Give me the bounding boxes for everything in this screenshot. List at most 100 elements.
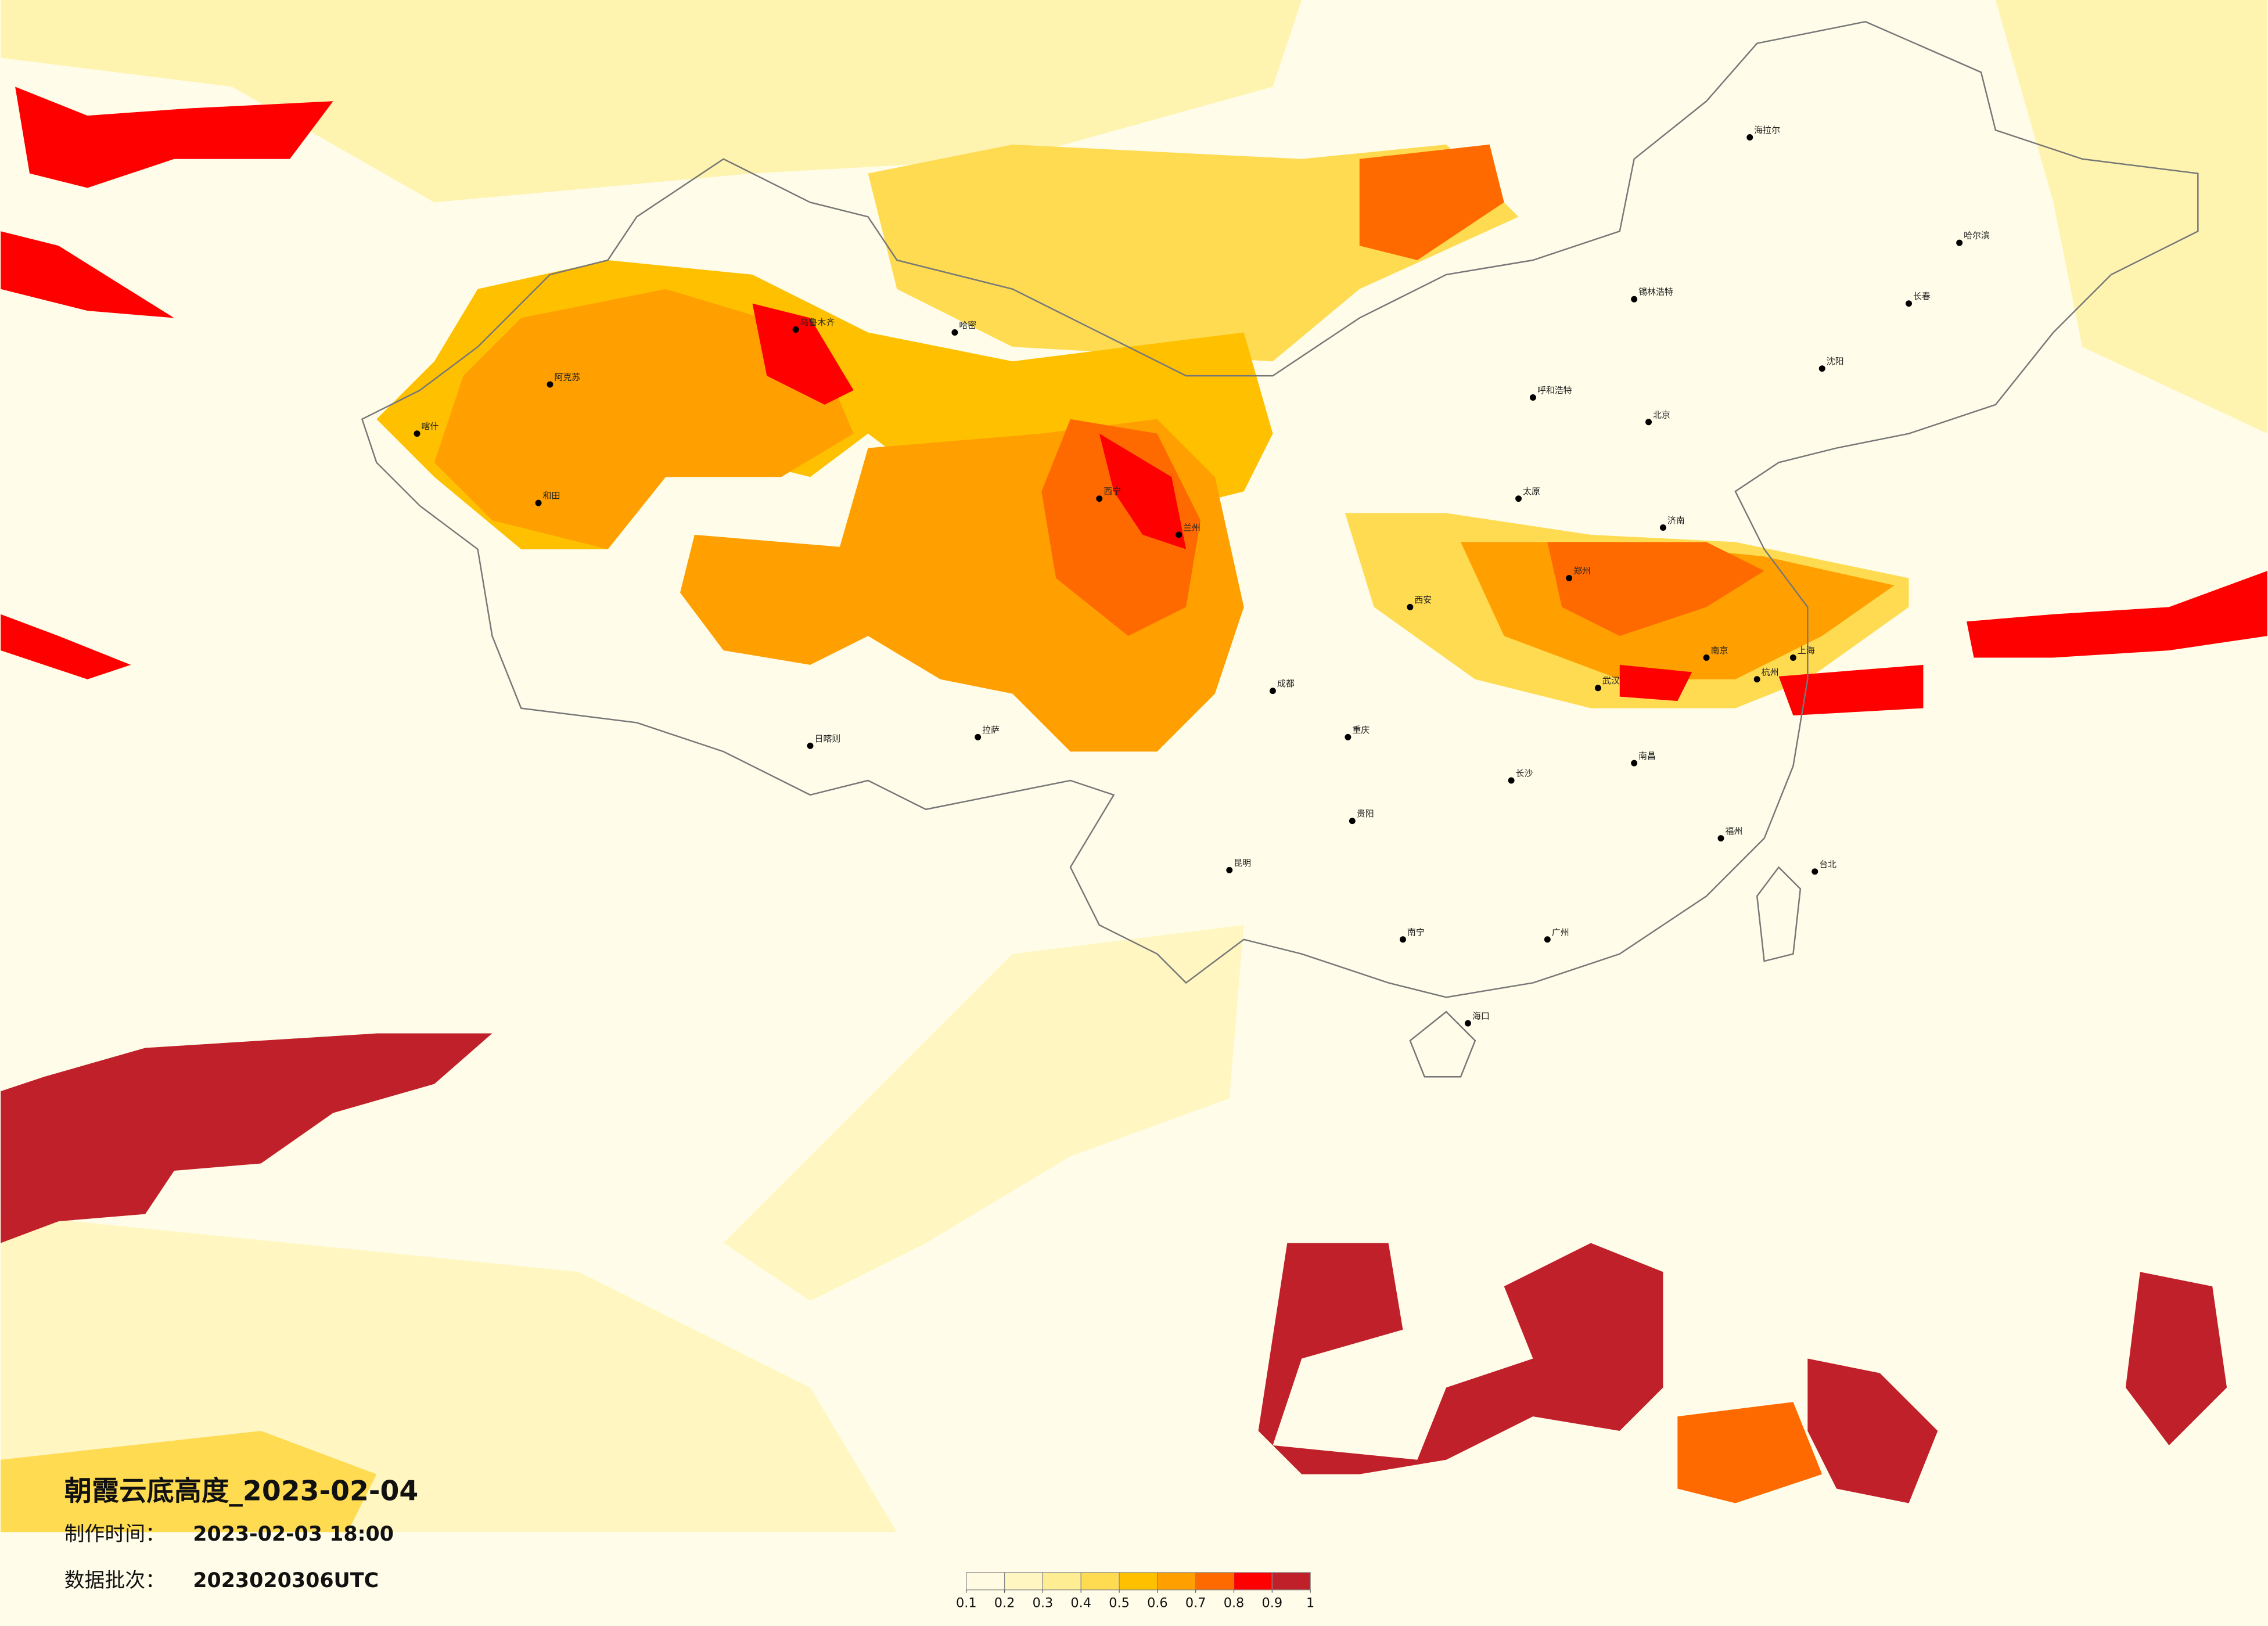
city-label: 日喀则 bbox=[814, 733, 840, 744]
cloud-patch bbox=[1258, 1243, 1663, 1474]
city-label: 济南 bbox=[1667, 515, 1685, 526]
city-dot bbox=[547, 381, 553, 388]
colorbar-swatch bbox=[1119, 1572, 1158, 1591]
colorbar-tick-label: 0.4 bbox=[1070, 1596, 1091, 1611]
city-dot bbox=[1096, 495, 1103, 502]
city-dot bbox=[1407, 603, 1414, 610]
colorbar-tick-label: 0.1 bbox=[956, 1596, 977, 1611]
colorbar-tick-label: 1 bbox=[1306, 1596, 1314, 1611]
cloud-patch bbox=[1, 231, 174, 318]
legend: 0.1 0.2 0.3 0.4 0.5 0.6 0.7 0.8 0.9 1 bbox=[956, 1572, 1314, 1611]
cloud-patch bbox=[868, 144, 1519, 362]
cloud-patch bbox=[2125, 1272, 2227, 1445]
cloud-patch bbox=[723, 924, 1244, 1301]
city-label: 沈阳 bbox=[1827, 356, 1844, 366]
city-label: 太原 bbox=[1523, 486, 1540, 497]
cloud-patch bbox=[1619, 664, 1692, 702]
city-label: 拉萨 bbox=[982, 725, 1000, 735]
city-dot bbox=[1956, 239, 1963, 246]
city-dot bbox=[1515, 495, 1522, 502]
production-label: 制作时间： bbox=[64, 1523, 166, 1546]
city-dot bbox=[1631, 296, 1638, 303]
city-dot bbox=[807, 742, 814, 749]
cloud-patch bbox=[1995, 0, 2267, 434]
colorbar-swatch bbox=[1157, 1572, 1196, 1591]
city-label: 阿克苏 bbox=[554, 372, 580, 383]
city-label: 西宁 bbox=[1104, 486, 1121, 497]
city-label: 海口 bbox=[1472, 1011, 1490, 1021]
batch-label: 数据批次： bbox=[64, 1569, 166, 1592]
city-dot bbox=[414, 430, 420, 437]
city-label: 南昌 bbox=[1638, 751, 1656, 761]
colorbar-tick-label: 0.6 bbox=[1147, 1596, 1168, 1611]
city-label: 锡林浩特 bbox=[1638, 287, 1673, 297]
colorbar-swatch bbox=[1004, 1572, 1044, 1591]
city-dot bbox=[1529, 394, 1536, 401]
city-label: 上海 bbox=[1798, 645, 1815, 656]
city-label: 乌鲁木齐 bbox=[800, 317, 835, 328]
colorbar-tick-label: 0.9 bbox=[1262, 1596, 1283, 1611]
city-label: 郑州 bbox=[1573, 566, 1591, 576]
city-dot bbox=[535, 499, 542, 506]
colorbar-tick-label: 0.8 bbox=[1224, 1596, 1245, 1611]
city-dot bbox=[792, 326, 799, 333]
city-dot bbox=[1659, 524, 1666, 531]
city-dot bbox=[1703, 654, 1710, 661]
city-dot bbox=[1818, 365, 1825, 372]
city-label: 重庆 bbox=[1352, 725, 1370, 735]
city-dot bbox=[1345, 733, 1352, 740]
city-label: 贵阳 bbox=[1357, 808, 1374, 819]
cloud-patch bbox=[1, 1033, 493, 1243]
colorbar-tick-label: 0.5 bbox=[1109, 1596, 1130, 1611]
city-label: 广州 bbox=[1552, 927, 1569, 937]
city-dot bbox=[1753, 676, 1760, 683]
city-label: 南京 bbox=[1711, 645, 1728, 656]
cloud-patch bbox=[680, 534, 868, 665]
cloud-patch bbox=[1547, 542, 1764, 636]
cloud-patch bbox=[1, 614, 131, 679]
city-label: 哈密 bbox=[959, 320, 976, 330]
batch: 2023020306UTC bbox=[193, 1569, 379, 1592]
city-label: 呼和浩特 bbox=[1537, 385, 1572, 395]
colorbar-tick-label: 0.7 bbox=[1185, 1596, 1206, 1611]
city-label: 杭州 bbox=[1762, 667, 1779, 677]
city-dot bbox=[1789, 654, 1796, 661]
cloud-patch bbox=[1, 1431, 377, 1533]
city-dot bbox=[1566, 575, 1573, 582]
cloud-patch bbox=[1807, 1358, 1938, 1503]
city-dot bbox=[1811, 868, 1818, 875]
city-dot bbox=[951, 329, 958, 336]
city-dot bbox=[1464, 1020, 1471, 1027]
city-dot bbox=[1269, 688, 1276, 695]
colorbar-swatch bbox=[966, 1572, 1005, 1591]
colorbar-tick-label: 0.2 bbox=[994, 1596, 1015, 1611]
city-dot bbox=[975, 733, 982, 740]
city-label: 西安 bbox=[1414, 595, 1432, 605]
city-label: 长沙 bbox=[1516, 768, 1533, 779]
city-dot bbox=[1176, 531, 1182, 538]
city-label: 福州 bbox=[1725, 826, 1742, 836]
city-label: 兰州 bbox=[1183, 522, 1201, 533]
cloud-patch bbox=[1778, 664, 1924, 715]
city-label: 哈尔滨 bbox=[1964, 231, 1990, 241]
production-time: 2023-02-03 18:00 bbox=[193, 1523, 394, 1546]
colorbar-swatch bbox=[1271, 1572, 1311, 1591]
city-dot bbox=[1349, 818, 1356, 825]
city-label: 昆明 bbox=[1234, 858, 1251, 868]
map-title: 朝霞云底高度_2023-02-04 bbox=[64, 1475, 419, 1507]
city-label: 长春 bbox=[1913, 291, 1931, 301]
colorbar-swatch bbox=[1233, 1572, 1273, 1591]
city-dot bbox=[1226, 866, 1233, 873]
city-dot bbox=[1544, 936, 1551, 943]
city-label: 海拉尔 bbox=[1754, 125, 1780, 135]
cloud-patch bbox=[1359, 144, 1504, 260]
cloud-patch bbox=[752, 303, 854, 405]
colorbar-swatch bbox=[1080, 1572, 1120, 1591]
city-label: 成都 bbox=[1277, 678, 1295, 689]
city-dot bbox=[1594, 685, 1601, 692]
city-dot bbox=[1717, 835, 1724, 842]
